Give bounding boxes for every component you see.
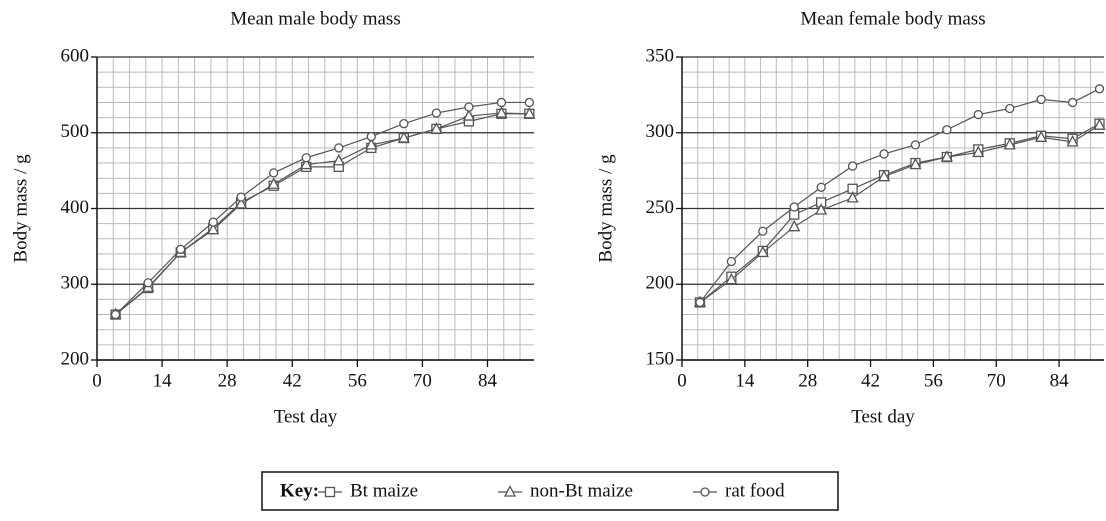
data-point: [207, 222, 220, 235]
legend-box: [261, 471, 839, 511]
data-point: [464, 102, 474, 112]
data-point: [431, 108, 442, 118]
legend-label: rat food: [725, 480, 785, 501]
x-tick-label: 84: [1050, 370, 1070, 391]
data-point: [847, 161, 858, 171]
series-line: [699, 123, 1100, 303]
legend-key: Key:: [280, 480, 319, 501]
x-tick-label: 84: [478, 370, 498, 391]
y-tick-label: 200: [61, 348, 90, 369]
legend-marker: [503, 485, 517, 497]
y-axis-label: Body mass / g: [595, 154, 616, 263]
data-point: [208, 217, 218, 227]
data-point: [1093, 118, 1106, 130]
legend-label: non-Bt maize: [530, 480, 633, 501]
chart-title: Mean male body mass: [230, 8, 400, 29]
data-point: [816, 182, 826, 192]
y-tick-label: 500: [61, 121, 90, 142]
data-point: [725, 272, 738, 285]
data-point: [940, 150, 953, 162]
x-axis-label: Test day: [274, 406, 338, 427]
x-tick-label: 28: [218, 370, 237, 391]
data-point: [524, 97, 535, 108]
data-point: [1094, 84, 1105, 94]
y-tick-label: 400: [61, 197, 90, 218]
data-point: [910, 140, 921, 150]
data-point: [269, 168, 279, 178]
x-tick-label: 14: [735, 370, 755, 391]
data-point: [1003, 137, 1016, 150]
x-tick-label: 56: [924, 370, 943, 391]
data-point: [726, 256, 737, 267]
data-point: [846, 190, 859, 203]
y-tick-label: 200: [646, 273, 675, 294]
chart-title: Mean female body mass: [800, 8, 985, 29]
x-tick-label: 14: [153, 370, 173, 391]
data-point: [1066, 134, 1079, 147]
data-point: [758, 226, 768, 236]
data-point: [879, 149, 889, 159]
x-tick-label: 70: [987, 370, 1006, 391]
data-point: [430, 122, 443, 134]
y-tick-label: 600: [61, 45, 90, 66]
data-point: [236, 192, 246, 202]
x-tick-label: 42: [283, 370, 302, 391]
data-point: [267, 177, 280, 189]
data-point: [695, 297, 705, 308]
legend-marker: [700, 487, 710, 497]
data-point: [143, 278, 153, 288]
data-point: [1067, 97, 1078, 108]
series-line: [699, 124, 1100, 303]
data-point: [462, 109, 475, 121]
data-point: [756, 245, 769, 258]
data-point: [789, 202, 799, 212]
data-point: [1035, 130, 1048, 142]
data-point: [942, 125, 952, 135]
data-point: [334, 143, 344, 153]
data-point: [399, 119, 409, 129]
data-point: [972, 145, 985, 158]
y-tick-label: 350: [646, 45, 675, 66]
y-tick-label: 300: [646, 121, 675, 142]
legend-label: Bt maize: [350, 480, 418, 501]
data-point: [301, 153, 311, 163]
data-point: [815, 203, 828, 215]
series-line: [115, 101, 530, 315]
data-point: [366, 131, 376, 142]
x-tick-label: 0: [92, 370, 102, 391]
series-line: [699, 88, 1100, 303]
data-point: [332, 153, 345, 166]
data-point: [110, 309, 121, 320]
x-tick-label: 56: [348, 370, 367, 391]
data-point: [397, 131, 410, 143]
x-tick-label: 28: [798, 370, 817, 391]
x-tick-label: 42: [861, 370, 880, 391]
data-point: [1036, 94, 1046, 105]
data-point: [877, 169, 891, 182]
x-axis-label: Test day: [851, 406, 915, 427]
data-point: [973, 109, 983, 120]
series-line: [115, 112, 530, 316]
x-tick-label: 0: [677, 370, 687, 391]
data-point: [788, 219, 801, 232]
legend-marker: [324, 486, 336, 498]
data-point: [1005, 103, 1015, 114]
data-point: [496, 97, 507, 108]
y-tick-label: 300: [61, 273, 90, 294]
y-axis-label: Body mass / g: [10, 154, 31, 263]
y-tick-label: 250: [646, 197, 675, 218]
data-point: [365, 137, 378, 150]
y-tick-label: 150: [646, 348, 675, 369]
x-tick-label: 70: [413, 370, 432, 391]
data-point: [235, 197, 248, 209]
data-point: [176, 244, 186, 255]
data-point: [300, 157, 313, 170]
data-point: [523, 106, 536, 119]
data-point: [909, 157, 922, 170]
data-point: [495, 106, 508, 118]
